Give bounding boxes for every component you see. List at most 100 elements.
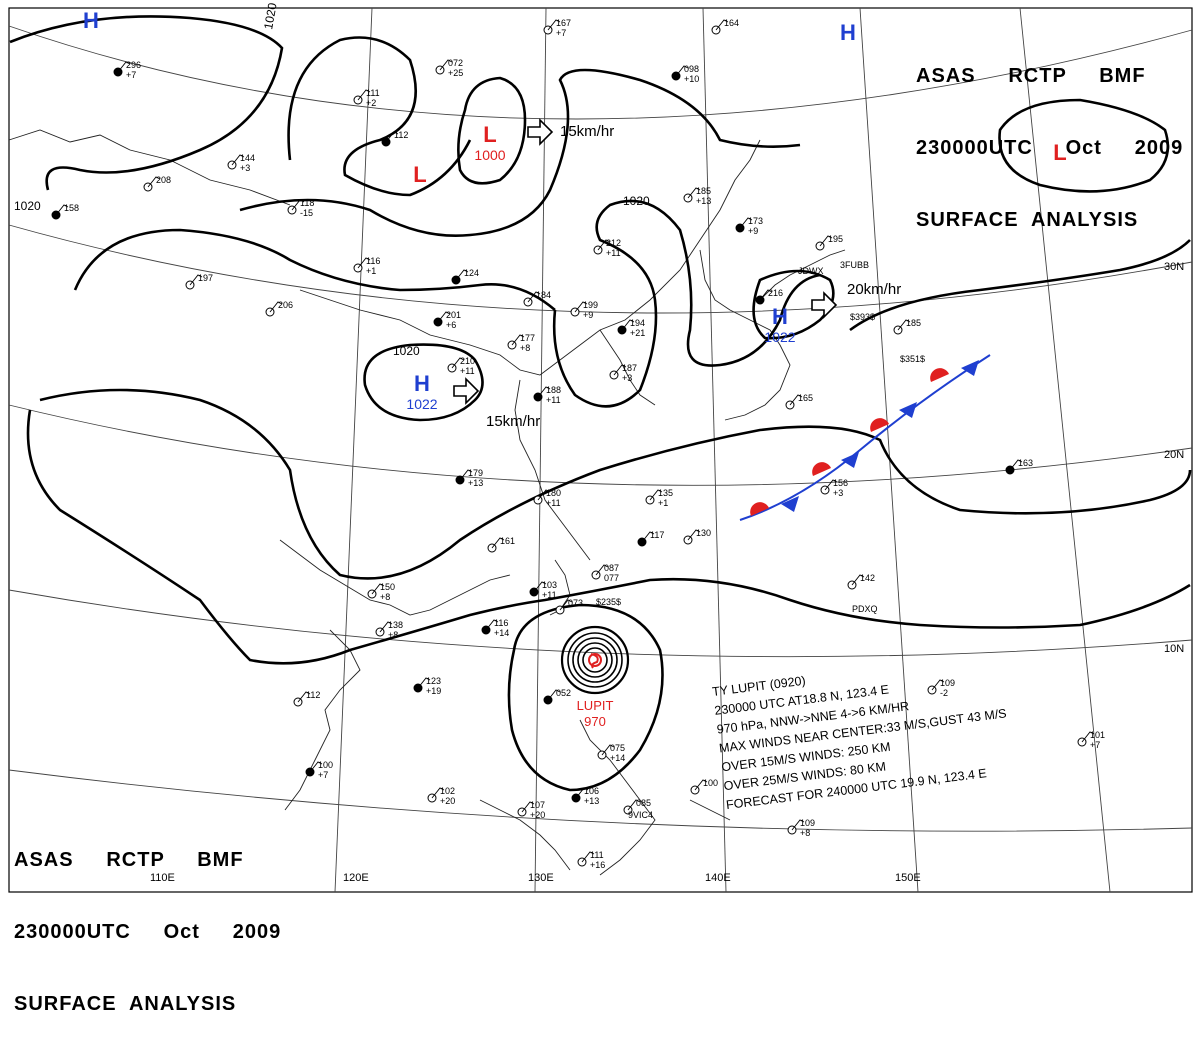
- station-value: 179: [468, 468, 483, 478]
- station-plot: 075+14: [597, 743, 625, 763]
- isobar-label: 1020: [14, 199, 41, 213]
- station-value: 194: [630, 318, 645, 328]
- station-plot: 106+13: [571, 786, 599, 806]
- station-plot: 158: [51, 203, 79, 220]
- station-id: 3FUBB: [840, 260, 869, 270]
- pressure-center-letter: L: [1053, 140, 1066, 165]
- motion-speed-label: 20km/hr: [847, 281, 901, 298]
- station-plot: 102+20: [427, 786, 455, 806]
- typhoon-isobars: [560, 625, 630, 695]
- station-value: 150: [380, 582, 395, 592]
- station-plot: 135+1: [645, 488, 673, 508]
- wind-barb-icon: [897, 319, 911, 331]
- station-plot: 150+8: [367, 582, 395, 602]
- station-plot: 173+9: [735, 216, 763, 236]
- station-plot: 194+21: [617, 318, 645, 338]
- station-plot: $393$: [850, 312, 875, 322]
- station-value: 161: [500, 536, 515, 546]
- pressure-center-value: 1022: [764, 329, 795, 345]
- station-value: -15: [300, 208, 313, 218]
- station-plot: 165: [785, 393, 813, 410]
- wind-barb-icon: [641, 531, 655, 543]
- station-plot: 138+8: [375, 620, 403, 640]
- station-plot: 144+3: [227, 153, 255, 173]
- station-plot: 9VIC4: [628, 810, 653, 820]
- station-value: +11: [546, 498, 561, 508]
- isobar-north-low: [287, 36, 472, 197]
- station-value: 167: [556, 18, 571, 28]
- header-line-3: SURFACE ANALYSIS: [916, 209, 1139, 231]
- latitude-label: 10N: [1164, 643, 1184, 655]
- station-plot: 164: [711, 18, 739, 35]
- isobar-1020-high-west: [363, 343, 484, 422]
- station-plot: JDWX: [798, 266, 824, 276]
- station-value: 075: [610, 743, 625, 753]
- station-id: $393$: [850, 312, 875, 322]
- station-value: 130: [696, 528, 711, 538]
- station-plot: 100+7: [305, 760, 333, 780]
- isobar-label: 1020: [261, 1, 279, 30]
- longitude-label: 110E: [150, 872, 175, 884]
- wind-barb-icon: [595, 564, 609, 576]
- wind-barb-icon: [269, 301, 283, 313]
- station-value: 156: [833, 478, 848, 488]
- station-id: PDXQ: [852, 604, 878, 614]
- motion-arrow-high-east: [811, 291, 838, 319]
- station-plot: 109+8: [787, 818, 815, 838]
- cold-front-triangle: [841, 452, 859, 468]
- typhoon-pressure: 970: [584, 714, 606, 729]
- pressure-center-letter: L: [413, 162, 426, 187]
- wind-barb-icon: [789, 394, 803, 406]
- station-value: +9: [748, 226, 758, 236]
- station-plot: 197: [185, 273, 213, 290]
- station-plot: 116+1: [353, 256, 380, 276]
- station-value: 077: [604, 573, 619, 583]
- station-value: +11: [546, 395, 561, 405]
- station-value: +6: [446, 320, 456, 330]
- station-value: 112: [306, 690, 320, 700]
- longitude-label: 130E: [528, 872, 554, 884]
- surface-analysis-chart: 296+7144+3208158111+2072+25112167+716409…: [8, 1, 1193, 893]
- isobar-high-east-inner: [752, 269, 835, 340]
- station-value: 216: [768, 288, 783, 298]
- station-plot: 185+13: [683, 186, 711, 206]
- station-plot: 216: [755, 288, 783, 305]
- station-value: 135: [658, 488, 673, 498]
- longitude-label: 120E: [343, 872, 369, 884]
- wind-barb-icon: [547, 19, 561, 31]
- station-value: 100: [318, 760, 333, 770]
- wind-barb-icon: [417, 677, 431, 689]
- station-value: 101: [1090, 730, 1105, 740]
- wind-barb-icon: [819, 235, 833, 247]
- isobar-1020-central: [552, 199, 821, 408]
- header-line-2: 230000UTC Oct 2009: [916, 137, 1184, 159]
- station-value: 144: [240, 153, 255, 163]
- station-value: +7: [318, 770, 328, 780]
- latitude-label: 30N: [1164, 261, 1184, 273]
- meridian-120e: [534, 7, 547, 893]
- station-plot: 185: [893, 318, 921, 335]
- header-line-1: ASAS RCTP BMF: [916, 65, 1146, 87]
- meridian-110e: [334, 7, 373, 893]
- station-value: +3: [833, 488, 843, 498]
- station-value: 185: [696, 186, 711, 196]
- station-value: +11: [460, 366, 475, 376]
- wind-barb-icon: [55, 204, 69, 216]
- isobar-west-trough: [73, 228, 556, 311]
- wind-barb-icon: [649, 489, 663, 501]
- station-plot: 296+7: [113, 60, 141, 80]
- station-value: 208: [156, 175, 171, 185]
- station-plot: 123+19: [413, 676, 441, 696]
- isobar-1020-nw: [9, 15, 284, 191]
- station-plot: 109-2: [927, 678, 955, 698]
- wind-barb-icon: [491, 537, 505, 549]
- station-plot: 3FUBB: [840, 260, 869, 270]
- station-value: +16: [590, 860, 605, 870]
- header-line-2: 230000UTC Oct 2009: [14, 921, 282, 943]
- wind-barb-icon: [851, 574, 865, 586]
- wind-barb-icon: [759, 289, 773, 301]
- wind-barb-icon: [451, 357, 465, 369]
- station-plot: 199+9: [570, 300, 598, 320]
- pressure-center-value: 1022: [406, 396, 437, 412]
- wind-barb-icon: [791, 819, 805, 831]
